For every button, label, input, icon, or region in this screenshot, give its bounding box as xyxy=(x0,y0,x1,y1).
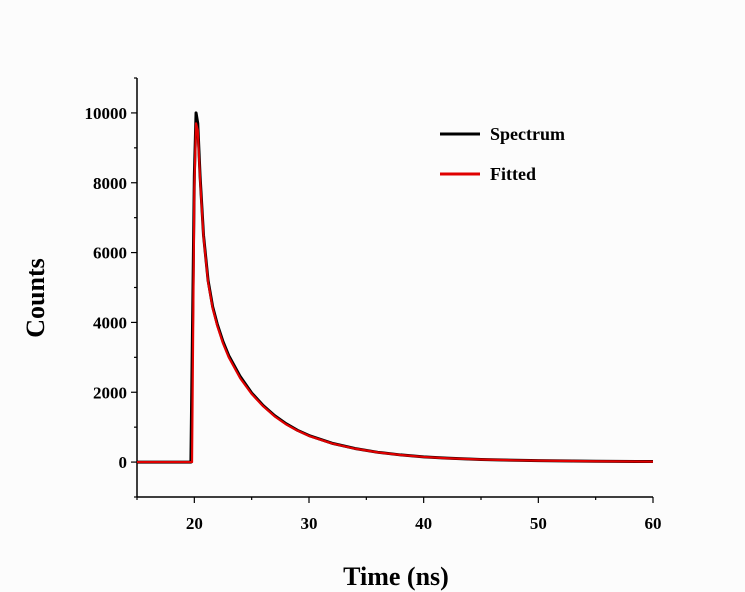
x-tick-label: 30 xyxy=(301,514,318,533)
x-axis-title: Time (ns) xyxy=(343,562,449,591)
x-tick-label: 20 xyxy=(186,514,203,533)
x-tick-label: 40 xyxy=(415,514,432,533)
y-tick-label: 10000 xyxy=(85,104,128,123)
y-tick-label: 4000 xyxy=(93,313,127,332)
y-tick-label: 2000 xyxy=(93,383,127,402)
legend-label: Spectrum xyxy=(490,124,565,144)
y-axis-title: Counts xyxy=(21,258,50,337)
y-tick-label: 0 xyxy=(119,453,128,472)
series-line-spectrum xyxy=(137,111,654,464)
y-tick-label: 8000 xyxy=(93,174,127,193)
x-tick-label: 50 xyxy=(530,514,547,533)
x-tick-label: 60 xyxy=(645,514,662,533)
y-tick-label: 6000 xyxy=(93,244,127,263)
legend-label: Fitted xyxy=(490,164,536,184)
series-line-fitted xyxy=(137,122,654,464)
plot-area: 0 2000 4000 6000 8000 10000 20 30 40 50 60 Spectrum… xyxy=(85,77,662,533)
